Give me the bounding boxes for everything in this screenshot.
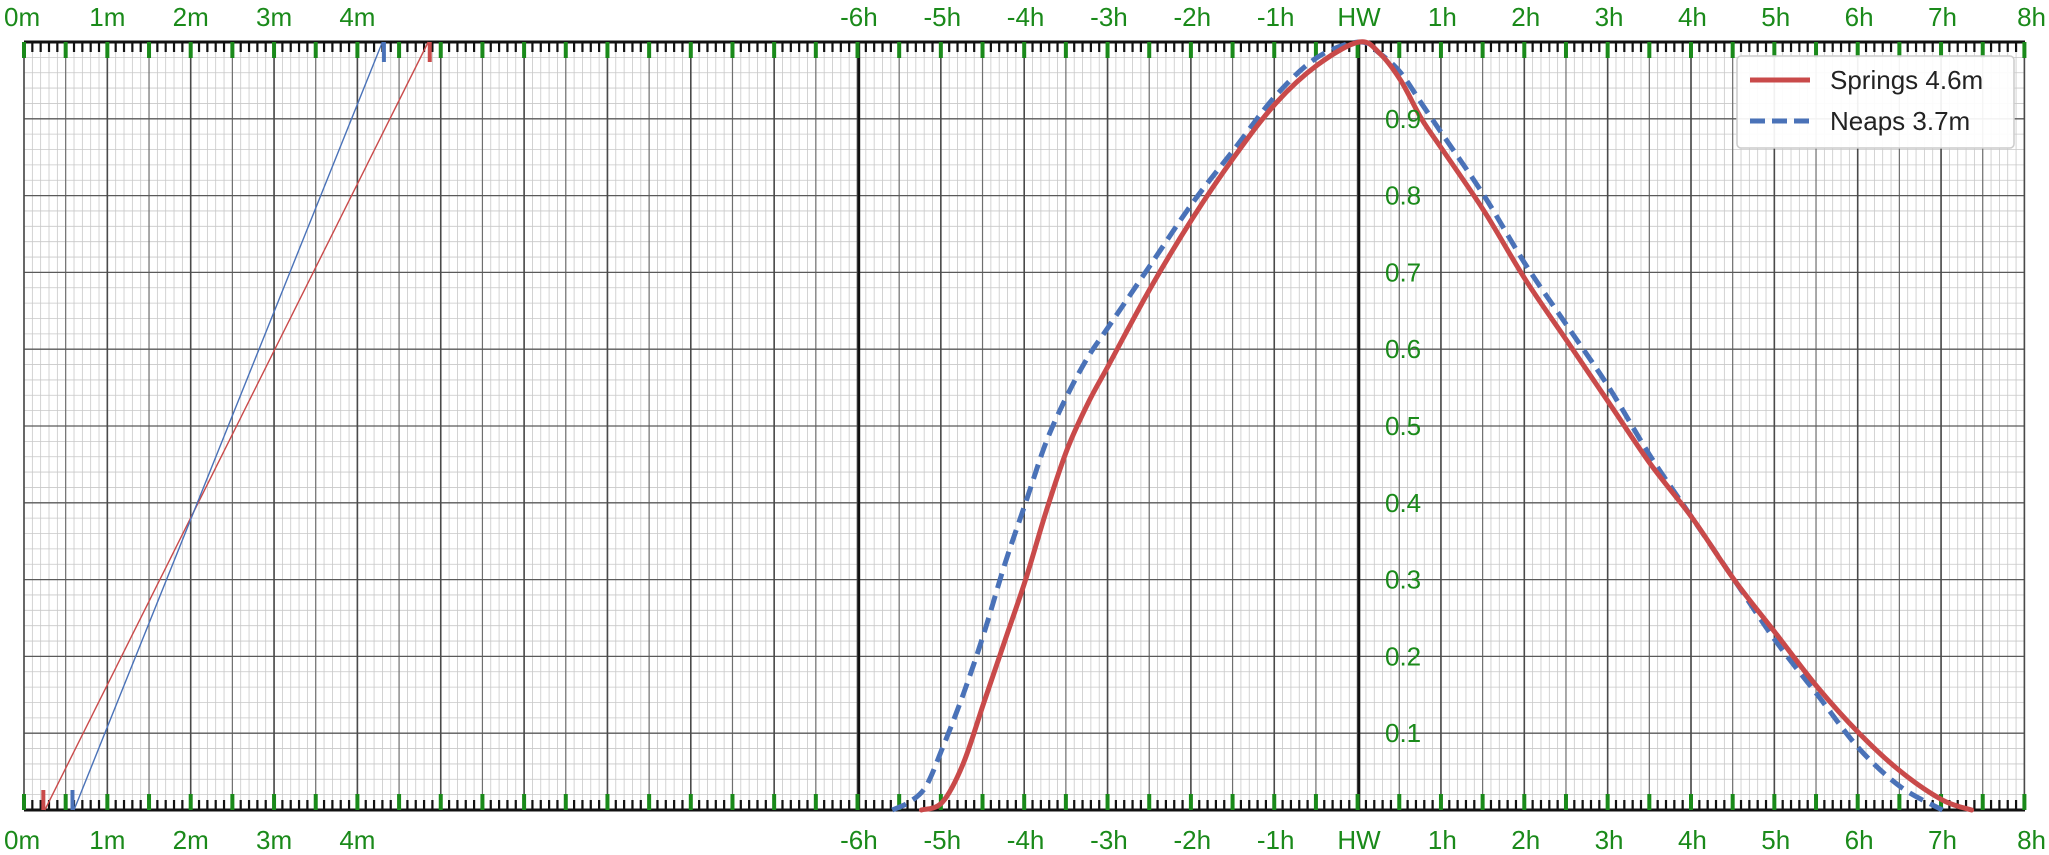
bottom-time-tick-label: 5h <box>1761 825 1790 855</box>
bottom-height-tick-label: 3m <box>256 825 292 855</box>
bottom-height-tick-label: 2m <box>173 825 209 855</box>
bottom-time-tick-label: 3h <box>1595 825 1624 855</box>
legend: Springs 4.6m Neaps 3.7m <box>1736 55 2015 149</box>
height-line-0 <box>44 41 429 811</box>
top-time-tick-label: 8h <box>2017 2 2046 32</box>
ratio-tick-label: 0.6 <box>1385 334 1421 364</box>
top-height-tick-label: 0m <box>4 2 40 32</box>
bottom-time-tick-label: 4h <box>1678 825 1707 855</box>
bottom-axis-labels: 0m 1m 2m 3m 4m -6h -5h -4h -3h -2h -1h HW 1h 2h 3h 4h 5h… <box>4 825 2046 855</box>
top-time-tick-label: -3h <box>1090 2 1128 32</box>
bottom-height-tick-label: 0m <box>4 825 40 855</box>
ratio-tick-label: 0.9 <box>1385 104 1421 134</box>
bottom-time-tick-label: 8h <box>2017 825 2046 855</box>
top-time-tick-label: -2h <box>1174 2 1212 32</box>
top-time-tick-label: HW <box>1337 2 1381 32</box>
top-height-tick-label: 4m <box>339 2 375 32</box>
tide-curves <box>891 39 1975 813</box>
top-height-tick-label: 2m <box>173 2 209 32</box>
ratio-tick-label: 0.3 <box>1385 565 1421 595</box>
grid-major <box>23 41 2026 811</box>
bottom-time-tick-label: -4h <box>1007 825 1045 855</box>
top-time-tick-label: 4h <box>1678 2 1707 32</box>
top-time-tick-label: 3h <box>1595 2 1624 32</box>
legend-neaps-label: Neaps 3.7m <box>1830 106 1970 136</box>
bottom-time-tick-label: -5h <box>923 825 961 855</box>
height-scale-lines <box>41 41 432 811</box>
series-line-springs <box>918 39 1975 813</box>
bottom-time-tick-label: HW <box>1337 825 1381 855</box>
top-time-tick-label: 2h <box>1511 2 1540 32</box>
top-axis-labels: 0m 1m 2m 3m 4m -6h -5h -4h -3h -2h -1h HW 1h 2h 3h 4h 5h… <box>4 2 2046 32</box>
top-time-tick-label: 6h <box>1845 2 1874 32</box>
top-time-tick-label: -1h <box>1257 2 1295 32</box>
bottom-time-tick-label: 2h <box>1511 825 1540 855</box>
bottom-height-tick-label: 1m <box>89 825 125 855</box>
bottom-time-tick-label: 1h <box>1428 825 1457 855</box>
ratio-tick-label: 0.4 <box>1385 488 1421 518</box>
bottom-time-tick-label: -3h <box>1090 825 1128 855</box>
ratio-tick-label: 0.8 <box>1385 181 1421 211</box>
top-height-tick-label: 1m <box>89 2 125 32</box>
ratio-tick-label: 0.2 <box>1385 641 1421 671</box>
ratio-axis-labels: 0.1 0.2 0.3 0.4 0.5 0.6 0.7 0.8 0.9 <box>1385 104 1421 748</box>
bottom-time-tick-label: 6h <box>1845 825 1874 855</box>
bottom-height-tick-label: 4m <box>339 825 375 855</box>
top-time-tick-label: -6h <box>840 2 878 32</box>
ratio-tick-label: 0.1 <box>1385 718 1421 748</box>
top-time-tick-label: 1h <box>1428 2 1457 32</box>
top-time-tick-label: 5h <box>1761 2 1790 32</box>
ratio-tick-label: 0.7 <box>1385 257 1421 287</box>
legend-springs-label: Springs 4.6m <box>1830 65 1983 95</box>
bottom-time-tick-label: -1h <box>1257 825 1295 855</box>
top-time-tick-label: -4h <box>1007 2 1045 32</box>
bottom-time-tick-label: 7h <box>1928 825 1957 855</box>
height-line-1 <box>73 41 384 811</box>
top-time-tick-label: 7h <box>1928 2 1957 32</box>
top-height-tick-label: 3m <box>256 2 292 32</box>
bottom-time-tick-label: -2h <box>1174 825 1212 855</box>
bottom-time-tick-label: -6h <box>840 825 878 855</box>
ratio-tick-label: 0.5 <box>1385 411 1421 441</box>
top-time-tick-label: -5h <box>923 2 961 32</box>
